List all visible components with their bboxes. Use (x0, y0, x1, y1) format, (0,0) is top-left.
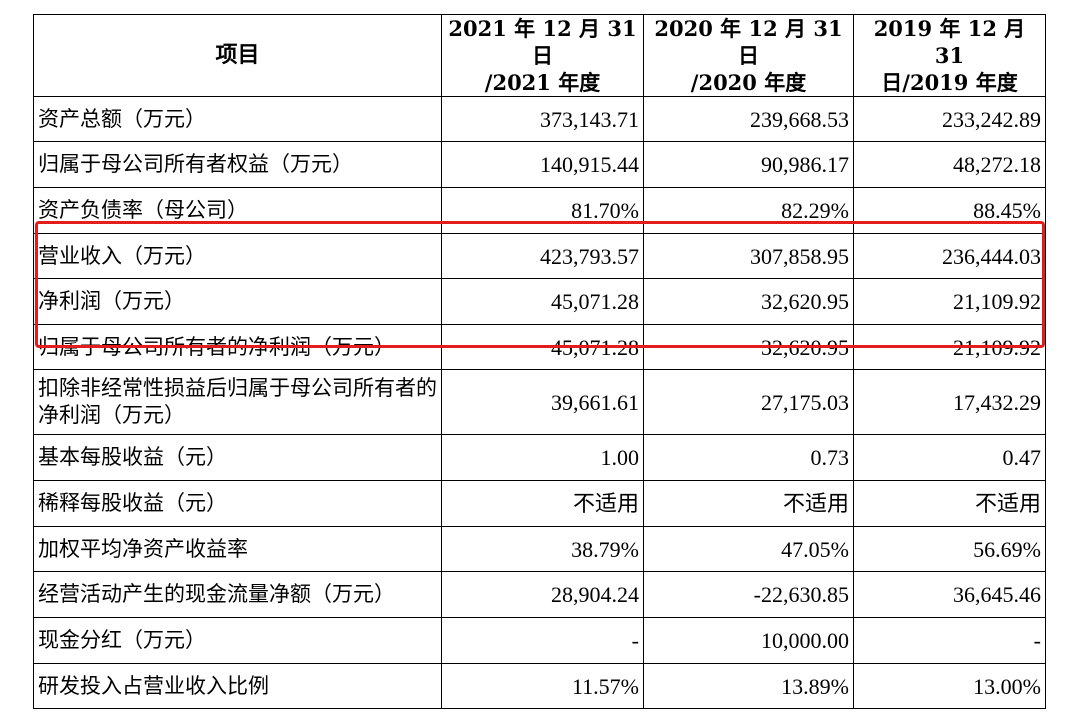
table-row: 经营活动产生的现金流量净额（万元） 28,904.24 -22,630.85 36,6… (33, 571, 1046, 618)
header-2021-line2: /2021 年度 (484, 70, 601, 95)
value-2021: 38.79% (441, 526, 644, 572)
header-2020: 2020 年 12 月 31 日/2020 年度 (643, 14, 854, 97)
value-2021: 373,143.71 (441, 96, 644, 142)
row-label: 经营活动产生的现金流量净额（万元） (33, 571, 442, 618)
value-2020: 239,668.53 (643, 96, 854, 142)
value-2020: 307,858.95 (643, 233, 854, 279)
row-label: 营业收入（万元） (33, 233, 442, 279)
table-row: 归属于母公司所有者权益（万元） 140,915.44 90,986.17 48,272… (33, 141, 1046, 188)
value-2019: 13.00% (853, 663, 1046, 709)
value-2019: - (853, 617, 1046, 664)
value-2020: 82.29% (643, 187, 854, 234)
value-2019: 236,444.03 (853, 233, 1046, 279)
row-label: 稀释每股收益（元） (33, 480, 442, 527)
header-2019-line1: 2019 年 12 月 31 (873, 16, 1026, 68)
value-2019: 48,272.18 (853, 141, 1046, 188)
header-2020-line2: /2020 年度 (690, 70, 807, 95)
row-label: 现金分红（万元） (33, 617, 442, 664)
value-2020: 32,620.95 (643, 324, 854, 370)
value-2020: 27,175.03 (643, 369, 854, 435)
table-row: 研发投入占营业收入比例 11.57% 13.89% 13.00% (33, 663, 1046, 709)
value-2021: 28,904.24 (441, 571, 644, 618)
table-row: 营业收入（万元） 423,793.57 307,858.95 236,444.03 (33, 233, 1046, 279)
row-label: 资产总额（万元） (33, 96, 442, 142)
row-label: 研发投入占营业收入比例 (33, 663, 442, 709)
value-2019: 不适用 (853, 480, 1046, 527)
value-2019: 17,432.29 (853, 369, 1046, 435)
table-row: 资产负债率（母公司） 81.70% 82.29% 88.45% (33, 187, 1046, 234)
value-2021: 11.57% (441, 663, 644, 709)
row-label: 资产负债率（母公司） (33, 187, 442, 234)
value-2020: 0.73 (643, 434, 854, 481)
table-row: 稀释每股收益（元） 不适用 不适用 不适用 (33, 480, 1046, 527)
value-2021: 45,071.28 (441, 324, 644, 370)
value-2021: 45,071.28 (441, 278, 644, 325)
header-item: 项目 (33, 14, 442, 97)
value-2020: 32,620.95 (643, 278, 854, 325)
table-row: 扣除非经常性损益后归属于母公司所有者的净利润（万元） 39,661.61 27,17… (33, 369, 1046, 435)
value-2021: 1.00 (441, 434, 644, 481)
table-row: 归属于母公司所有者的净利润（万元） 45,071.28 32,620.95 21,10… (33, 324, 1046, 370)
header-2020-line1: 2020 年 12 月 31 日 (654, 16, 843, 68)
table-row: 净利润（万元） 45,071.28 32,620.95 21,109.92 (33, 278, 1046, 325)
row-label: 归属于母公司所有者的净利润（万元） (33, 324, 442, 370)
header-2021: 2021 年 12 月 31 日/2021 年度 (441, 14, 644, 97)
table-row: 资产总额（万元） 373,143.71 239,668.53 233,242.89 (33, 96, 1046, 142)
value-2019: 21,109.92 (853, 278, 1046, 325)
value-2021: 39,661.61 (441, 369, 644, 435)
table-row: 加权平均净资产收益率 38.79% 47.05% 56.69% (33, 526, 1046, 572)
header-2019: 2019 年 12 月 31 日/2019 年度 (853, 14, 1046, 97)
value-2019: 21,109.92 (853, 324, 1046, 370)
table-row: 基本每股收益（元） 1.00 0.73 0.47 (33, 434, 1046, 481)
row-label: 扣除非经常性损益后归属于母公司所有者的净利润（万元） (33, 369, 442, 435)
value-2021: 81.70% (441, 187, 644, 234)
value-2020: 不适用 (643, 480, 854, 527)
header-2021-line1: 2021 年 12 月 31 日 (448, 16, 637, 68)
value-2020: -22,630.85 (643, 571, 854, 618)
row-label: 基本每股收益（元） (33, 434, 442, 481)
value-2019: 0.47 (853, 434, 1046, 481)
row-label: 归属于母公司所有者权益（万元） (33, 141, 442, 188)
financial-data-table: 项目 2021 年 12 月 31 日/2021 年度 2020 年 12 月 … (33, 14, 1046, 709)
row-label: 净利润（万元） (33, 278, 442, 325)
value-2019: 36,645.46 (853, 571, 1046, 618)
value-2020: 13.89% (643, 663, 854, 709)
value-2019: 56.69% (853, 526, 1046, 572)
value-2020: 90,986.17 (643, 141, 854, 188)
header-row: 项目 2021 年 12 月 31 日/2021 年度 2020 年 12 月 … (33, 14, 1046, 97)
value-2021: 140,915.44 (441, 141, 644, 188)
value-2020: 10,000.00 (643, 617, 854, 664)
value-2020: 47.05% (643, 526, 854, 572)
value-2021: - (441, 617, 644, 664)
value-2021: 423,793.57 (441, 233, 644, 279)
header-2019-line2: 日/2019 年度 (881, 70, 1018, 95)
row-label: 加权平均净资产收益率 (33, 526, 442, 572)
value-2021: 不适用 (441, 480, 644, 527)
table-row: 现金分红（万元） -10,000.00- (33, 617, 1046, 664)
value-2019: 233,242.89 (853, 96, 1046, 142)
value-2019: 88.45% (853, 187, 1046, 234)
